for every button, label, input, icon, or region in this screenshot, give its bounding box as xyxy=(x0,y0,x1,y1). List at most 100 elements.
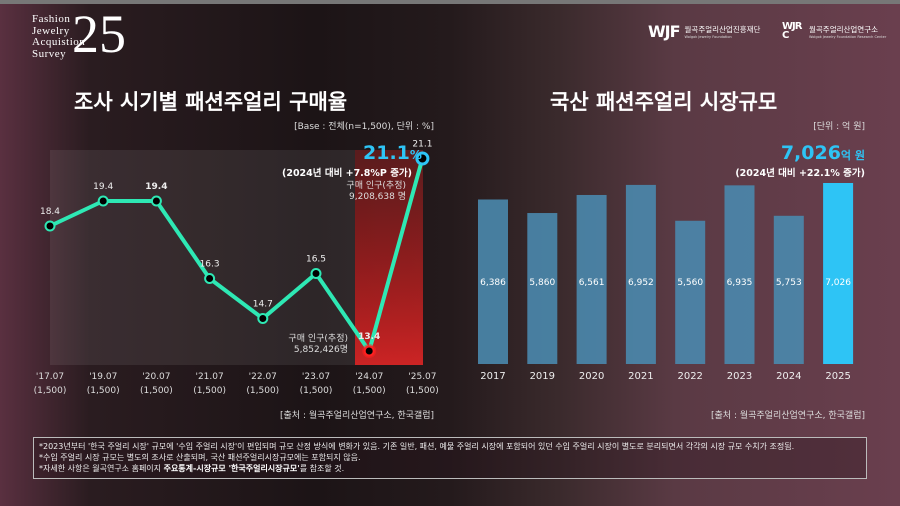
x-tick-label: 2017 xyxy=(480,371,505,382)
data-label: 16.5 xyxy=(306,255,326,265)
highlight-area xyxy=(355,150,423,365)
x-tick-label: 2022 xyxy=(677,371,702,382)
bar xyxy=(478,199,508,364)
rate-line xyxy=(49,157,425,353)
logo-name: 월곡주얼리산업진흥재단 xyxy=(684,25,761,34)
logo-sub: Wolgok Jewelry Foundation Research Cente… xyxy=(809,34,887,39)
x-tick-sample: (1,500) xyxy=(34,386,67,396)
bar xyxy=(724,185,755,364)
brand-line: Survey xyxy=(32,47,67,60)
bar-value-label: 5,860 xyxy=(529,278,555,288)
x-tick-label: '25.07 xyxy=(408,372,436,382)
right-unit-note: [단위 : 억 원] xyxy=(813,122,865,132)
footnote-text: *자세한 사항은 월곡연구소 홈페이지 xyxy=(39,464,164,473)
x-tick-label: '22.07 xyxy=(249,372,277,382)
left-chart-title: 조사 시기별 패션주얼리 구매율 xyxy=(74,90,348,114)
highlight-value: 21.1 xyxy=(363,142,410,164)
bar-value-label: 6,561 xyxy=(579,278,605,288)
logo-mark: WJF xyxy=(648,22,681,41)
data-label: 16.3 xyxy=(200,260,220,270)
bar-value-label: 5,560 xyxy=(677,278,703,288)
x-tick-label: '19.07 xyxy=(89,372,117,382)
x-tick-label: 2020 xyxy=(579,371,604,382)
data-point xyxy=(257,313,269,324)
x-tick-label: 2021 xyxy=(628,371,653,382)
right-source: [출처 : 월곡주얼리산업연구소, 한국갤럽] xyxy=(711,411,865,421)
pop-label: 구매 인구(추정) xyxy=(288,334,348,344)
bar-value-label: 6,935 xyxy=(727,278,753,288)
data-label: 13.4 xyxy=(358,332,380,342)
right-chart-title: 국산 패션주얼리 시장규모 xyxy=(550,90,778,114)
pop-label: 구매 인구(추정) xyxy=(346,181,406,191)
footnote: *2023년부터 '한국 주얼리 시장' 규모에 '수입 주얼리 시장'이 편입… xyxy=(39,442,795,451)
footnote: *수입 주얼리 시장 규모는 별도의 조사로 산출되며, 국산 패션주얼리시장규… xyxy=(39,453,361,462)
data-label: 18.4 xyxy=(40,207,60,217)
wjf-logo: WJF 월곡주얼리산업진흥재단 Wolgok Jewelry Foundation xyxy=(648,22,760,41)
x-tick-label: 2023 xyxy=(727,371,752,382)
x-tick-label: '21.07 xyxy=(195,372,223,382)
x-tick-label: 2025 xyxy=(825,371,850,382)
data-label: 19.4 xyxy=(93,182,113,192)
logo-mark: WJRC xyxy=(782,21,802,41)
pop-value: 5,852,426명 xyxy=(293,345,348,355)
bar-value-label: 6,386 xyxy=(480,278,506,288)
footnote-link-text: 주요통계-시장규모 '한국주얼리시장규모' xyxy=(163,464,300,473)
bar-value-label: 6,952 xyxy=(628,278,654,288)
bar-value-label: 5,753 xyxy=(776,278,802,288)
x-tick-label: 2024 xyxy=(776,371,801,382)
footnote-box: *2023년부터 '한국 주얼리 시장' 규모에 '수입 주얼리 시장'이 편입… xyxy=(33,437,867,479)
highlight-value: 7,026 xyxy=(780,142,841,164)
x-tick-sample: (1,500) xyxy=(406,386,439,396)
data-point xyxy=(363,345,375,357)
data-point xyxy=(97,195,109,207)
bar xyxy=(625,184,656,364)
data-point xyxy=(415,151,430,166)
logo-sub: Wolgok Jewelry Foundation xyxy=(684,35,732,39)
logo-name: 월곡주얼리산업연구소 xyxy=(809,24,878,34)
x-tick-label: '24.07 xyxy=(355,372,383,382)
x-tick-sample: (1,500) xyxy=(87,386,120,396)
x-tick-label: '17.07 xyxy=(36,372,64,382)
right-highlight: 7,026억 원 xyxy=(781,142,865,164)
footnote: *자세한 사항은 월곡연구소 홈페이지 주요통계-시장규모 '한국주얼리시장규모… xyxy=(39,463,861,474)
data-point xyxy=(44,220,56,232)
left-base-note: [Base : 전체(n=1,500), 단위 : %] xyxy=(294,122,434,132)
brand-line: Fashion xyxy=(32,13,71,25)
bar xyxy=(773,215,804,364)
bar xyxy=(527,213,558,364)
brand-logo: Fashion Jewelry Acquistion Survey xyxy=(32,13,86,60)
x-tick-sample: (1,500) xyxy=(353,386,386,396)
left-change: (2024년 대비 +7.8%P 증가) xyxy=(282,168,413,179)
x-tick-label: 2019 xyxy=(530,371,555,382)
footnote-text: 를 참조할 것. xyxy=(299,464,345,473)
x-tick-label: '23.07 xyxy=(302,372,330,382)
data-label: 14.7 xyxy=(253,300,273,310)
bar-value-label: 7,026 xyxy=(825,278,851,288)
bar xyxy=(576,194,607,364)
bar xyxy=(675,220,706,364)
highlight-unit: 억 원 xyxy=(840,149,865,162)
brand-number: 25 xyxy=(72,4,126,64)
bar xyxy=(823,183,854,364)
data-point xyxy=(204,273,216,284)
x-tick-sample: (1,500) xyxy=(300,386,333,396)
brand-line: Jewelry xyxy=(32,24,70,37)
right-change: (2024년 대비 +22.1% 증가) xyxy=(735,168,865,179)
pop-2024: 구매 인구(추정) 5,852,426명 xyxy=(288,334,348,356)
data-point xyxy=(310,268,322,279)
left-highlight: 21.1% xyxy=(363,142,422,164)
pop-2025: 구매 인구(추정) 9,208,638 명 xyxy=(346,181,406,203)
x-tick-label: '20.07 xyxy=(142,372,170,382)
top-border xyxy=(0,0,900,4)
data-label: 21.1 xyxy=(412,140,432,150)
wjrc-logo: WJRC 월곡주얼리산업연구소 Wolgok Jewelry Foundation… xyxy=(782,21,887,41)
highlight-unit: % xyxy=(409,148,422,162)
x-tick-sample: (1,500) xyxy=(246,386,279,396)
x-tick-sample: (1,500) xyxy=(193,386,226,396)
left-source: [출처 : 월곡주얼리산업연구소, 한국갤럽] xyxy=(280,411,434,421)
x-tick-sample: (1,500) xyxy=(140,386,173,396)
data-label: 19.4 xyxy=(145,182,167,192)
brand-line: Acquistion xyxy=(32,36,86,48)
pop-value: 9,208,638 명 xyxy=(349,192,406,202)
